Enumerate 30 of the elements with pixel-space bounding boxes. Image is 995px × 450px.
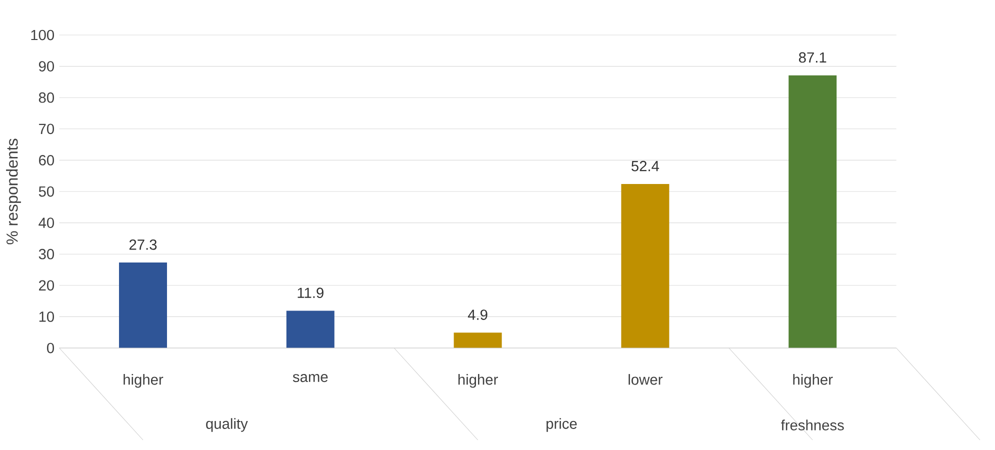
bar (286, 310, 334, 348)
bar (621, 184, 670, 348)
x-tick-label: higher (458, 374, 498, 388)
text: quality (206, 418, 248, 432)
text: freshness (781, 420, 844, 430)
y-tick-label: 60 (39, 155, 54, 166)
y-tick-label: 30 (38, 248, 54, 260)
bar (119, 262, 167, 348)
x-tick-label: same (292, 374, 328, 382)
text: price (546, 418, 577, 432)
x-tick-label: higher (793, 374, 833, 388)
data-label: 87.1 (798, 52, 826, 63)
y-tick-label: 40 (38, 218, 54, 228)
data-label: 52.4 (632, 160, 660, 172)
y-tick-label: 90 (38, 61, 54, 72)
y-tick-label: 0 (47, 342, 54, 354)
y-axis-title: % respondents (6, 138, 21, 244)
y-tick-label: 50 (38, 186, 54, 197)
y-tick-label: 20 (39, 280, 54, 291)
data-label: 4.9 (468, 310, 488, 320)
data-label: 11.9 (298, 288, 324, 298)
y-tick-label: 80 (38, 92, 54, 103)
bar (788, 75, 837, 348)
y-tick-label: 10 (39, 312, 54, 322)
x-tick-label: lower (628, 374, 662, 385)
bar (454, 332, 502, 348)
y-tick-label: 70 (39, 124, 54, 134)
x-tick-label: higher (124, 374, 164, 388)
data-label: 27.3 (129, 239, 157, 250)
y-tick-label: 100 (31, 30, 54, 40)
